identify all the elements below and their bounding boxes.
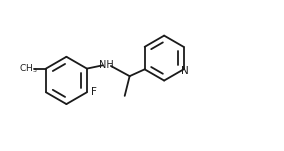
Text: N: N <box>181 66 189 76</box>
Text: CH$_3$: CH$_3$ <box>18 62 37 75</box>
Text: NH: NH <box>99 60 114 70</box>
Text: F: F <box>91 87 97 97</box>
